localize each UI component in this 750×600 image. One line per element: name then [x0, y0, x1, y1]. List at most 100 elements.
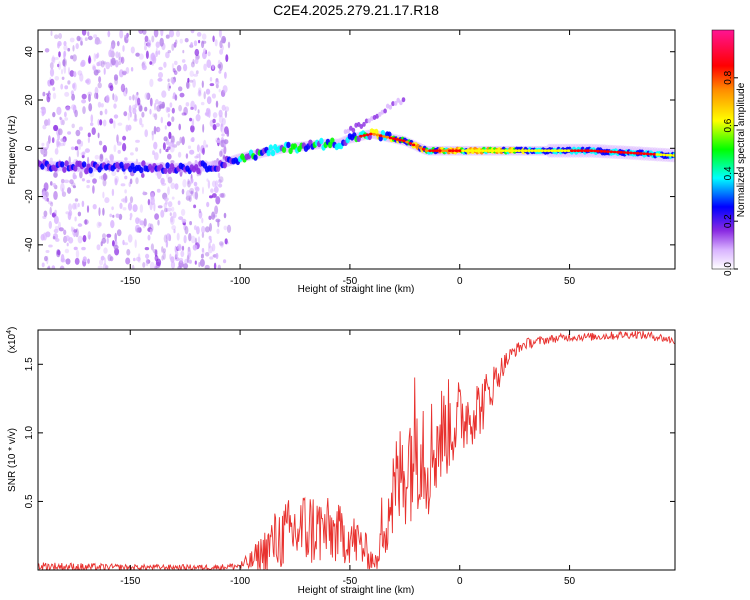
noise-dot: [185, 153, 189, 159]
noise-dot: [174, 94, 178, 101]
noise-dot: [188, 233, 192, 242]
noise-dot: [144, 92, 149, 100]
noise-dot: [183, 235, 187, 244]
noise-dot: [219, 150, 223, 157]
noise-dot: [194, 191, 199, 200]
noise-dot: [109, 118, 114, 124]
ridge-core: [438, 149, 442, 153]
noise-dot: [174, 183, 179, 190]
noise-dot: [150, 243, 154, 251]
noise-dot: [77, 211, 82, 217]
noise-dot: [90, 122, 94, 126]
noise-dot: [77, 202, 80, 208]
noise-dot: [80, 61, 85, 67]
noise-dot: [57, 128, 63, 136]
noise-dot: [73, 174, 77, 180]
noise-dot: [70, 226, 73, 232]
noise-dot: [92, 185, 95, 194]
ridge-cell: [81, 161, 87, 168]
noise-dot: [190, 30, 195, 34]
noise-dot: [154, 102, 157, 111]
noise-dot: [96, 244, 101, 251]
noise-dot: [61, 69, 63, 75]
noise-dot: [82, 151, 86, 155]
noise-dot: [160, 209, 165, 218]
noise-dot: [69, 37, 75, 43]
noise-dot: [162, 248, 166, 253]
noise-dot: [201, 33, 207, 40]
noise-dot: [206, 178, 209, 182]
noise-dot: [72, 83, 76, 89]
noise-dot: [177, 200, 181, 206]
noise-dot: [69, 179, 74, 185]
ridge-cell: [139, 166, 144, 174]
noise-dot: [141, 173, 145, 178]
noise-dot: [135, 96, 138, 105]
noise-dot: [51, 55, 55, 63]
noise-dot: [165, 51, 170, 59]
noise-dot: [155, 99, 159, 105]
ridge-core: [602, 150, 607, 153]
noise-dot: [214, 205, 219, 215]
noise-dot: [48, 135, 51, 144]
noise-dot: [113, 103, 117, 109]
noise-dot: [102, 233, 106, 240]
noise-dot: [44, 48, 50, 53]
noise-dot: [41, 142, 45, 147]
noise-dot: [42, 91, 46, 97]
x-tick-label: -150: [120, 576, 140, 587]
noise-dot: [206, 201, 210, 208]
noise-dot: [194, 48, 200, 57]
noise-dot: [171, 43, 175, 51]
noise-dot: [191, 136, 195, 143]
noise-dot: [110, 220, 115, 229]
noise-dot: [75, 43, 79, 50]
noise-dot: [63, 65, 67, 74]
noise-dot: [165, 200, 168, 205]
noise-dot: [177, 265, 182, 269]
x-tick-label: -50: [343, 576, 358, 587]
noise-dot: [201, 80, 204, 88]
noise-dot: [162, 251, 166, 260]
noise-dot: [180, 208, 186, 216]
ridge-core: [546, 149, 551, 153]
noise-dot: [187, 248, 192, 258]
noise-dot: [78, 126, 83, 131]
noise-dot: [160, 30, 164, 37]
x-tick-label: 50: [564, 576, 576, 587]
noise-dot: [168, 131, 172, 140]
noise-dot: [148, 222, 152, 229]
noise-dot: [199, 258, 205, 267]
noise-dot: [169, 102, 173, 108]
snr-axes: -150 -100 -50 0 50 0.5 1.0 1.5: [24, 330, 675, 587]
noise-dot: [73, 71, 77, 78]
ridge-core: [626, 151, 630, 155]
noise-dot: [62, 59, 66, 67]
noise-dot: [102, 191, 105, 199]
y-tick-label: -40: [24, 237, 35, 252]
noise-dot: [99, 110, 103, 116]
upper-streak: [359, 124, 364, 129]
noise-dot: [126, 249, 131, 256]
noise-dot: [132, 107, 137, 115]
noise-dot: [52, 92, 57, 100]
noise-dot: [59, 116, 62, 120]
noise-dot: [70, 146, 75, 151]
noise-dot: [74, 257, 80, 265]
noise-dot: [48, 244, 53, 248]
noise-dot: [135, 147, 139, 152]
noise-dot: [87, 35, 93, 41]
noise-dot: [146, 92, 151, 101]
noise-dot: [91, 127, 96, 135]
noise-dot: [41, 262, 45, 268]
noise-dot: [189, 187, 195, 194]
y-tick-label: -20: [24, 189, 35, 204]
noise-dot: [161, 90, 167, 98]
ridge-core: [612, 150, 617, 154]
noise-dot: [215, 139, 221, 143]
noise-dot: [74, 198, 79, 202]
noise-dot: [153, 152, 159, 161]
noise-dot: [97, 118, 100, 126]
noise-dot: [170, 261, 176, 269]
